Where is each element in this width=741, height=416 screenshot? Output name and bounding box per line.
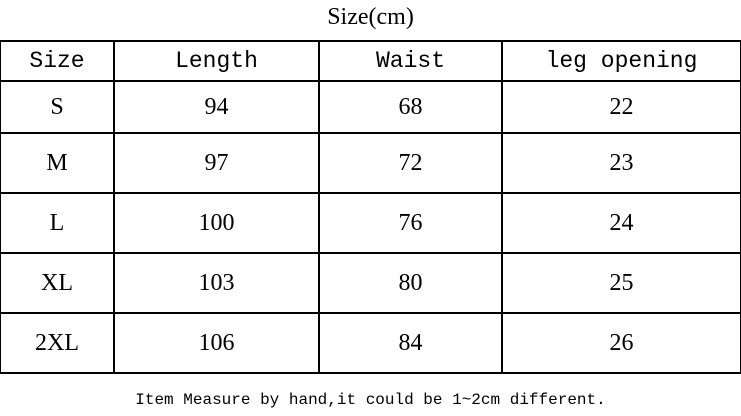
table-header-row: Size Length Waist leg opening (0, 40, 741, 82)
measurement-note: Item Measure by hand,it could be 1~2cm d… (135, 391, 606, 409)
cell: XL (0, 252, 115, 314)
table-row: L 100 76 24 (0, 192, 741, 254)
cell: 100 (113, 192, 320, 254)
cell: 84 (318, 312, 503, 374)
header-cell: leg opening (501, 40, 741, 82)
header-cell: Length (113, 40, 320, 82)
cell: 94 (113, 80, 320, 134)
table-row: 2XL 106 84 26 (0, 312, 741, 374)
cell: M (0, 132, 115, 194)
cell: 26 (501, 312, 741, 374)
table-row: XL 103 80 25 (0, 252, 741, 314)
cell: 76 (318, 192, 503, 254)
size-table: Size Length Waist leg opening S 94 68 22… (0, 40, 741, 374)
cell: 106 (113, 312, 320, 374)
cell: L (0, 192, 115, 254)
cell: 23 (501, 132, 741, 194)
cell: 22 (501, 80, 741, 134)
cell: 2XL (0, 312, 115, 374)
chart-title: Size(cm) (327, 4, 414, 30)
table-row: M 97 72 23 (0, 132, 741, 194)
cell: 72 (318, 132, 503, 194)
cell: 24 (501, 192, 741, 254)
header-cell: Waist (318, 40, 503, 82)
cell: 25 (501, 252, 741, 314)
cell: S (0, 80, 115, 134)
cell: 80 (318, 252, 503, 314)
cell: 103 (113, 252, 320, 314)
table-row: S 94 68 22 (0, 80, 741, 134)
cell: 97 (113, 132, 320, 194)
cell: 68 (318, 80, 503, 134)
header-cell: Size (0, 40, 115, 82)
